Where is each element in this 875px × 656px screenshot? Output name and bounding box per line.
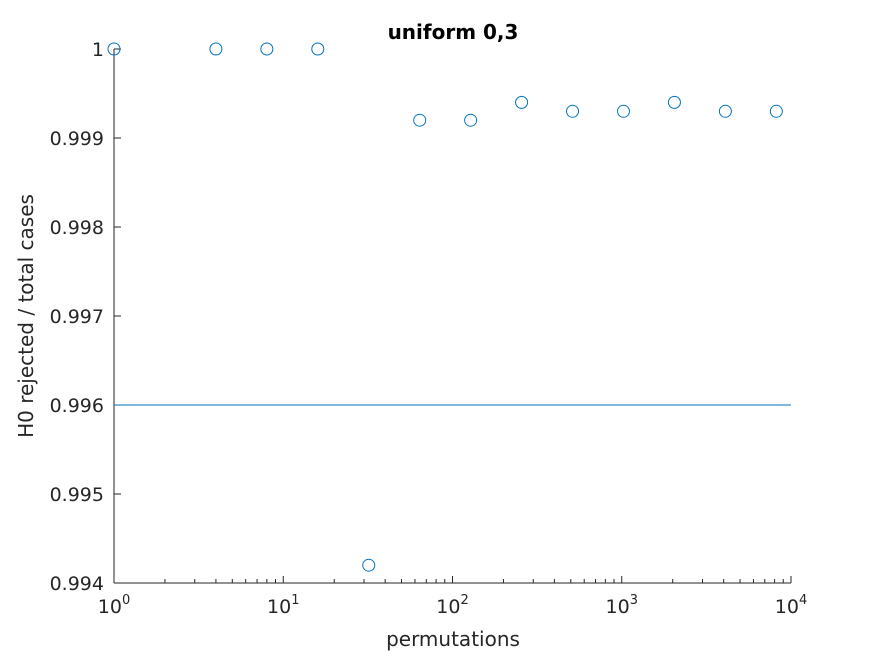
data-point	[209, 42, 223, 56]
data-point	[769, 104, 783, 118]
x-tick-label: 101	[267, 593, 299, 618]
data-point	[311, 42, 325, 56]
chart-title: uniform 0,3	[388, 20, 519, 44]
data-point	[413, 113, 427, 127]
data-point	[667, 95, 681, 109]
x-tick-label: 103	[606, 593, 638, 618]
x-tick-label: 102	[436, 593, 468, 618]
y-tick-label: 0.996	[50, 395, 104, 417]
data-points	[107, 42, 783, 572]
data-point	[260, 42, 274, 56]
data-point	[718, 104, 732, 118]
y-tick-label: 0.999	[50, 128, 104, 150]
x-tick-label: 104	[775, 593, 807, 618]
y-tick-label: 0.997	[50, 306, 104, 328]
y-axis-label: H0 rejected / total cases	[14, 194, 38, 438]
data-point	[566, 104, 580, 118]
x-tick-label: 100	[98, 593, 130, 618]
data-point	[616, 104, 630, 118]
data-point	[464, 113, 478, 127]
data-point	[107, 42, 121, 56]
tick-group: 0.994 0.995 0.996 0.997 0.998 0.999 1 100 101 102…	[50, 39, 808, 618]
x-axis-label: permutations	[386, 627, 520, 651]
y-tick-label: 0.995	[50, 484, 104, 506]
y-tick-label: 1	[92, 39, 104, 61]
data-point	[362, 558, 376, 572]
axes	[113, 49, 791, 584]
y-tick-label: 0.998	[50, 217, 104, 239]
y-tick-label: 0.994	[50, 573, 104, 595]
data-point	[515, 95, 529, 109]
